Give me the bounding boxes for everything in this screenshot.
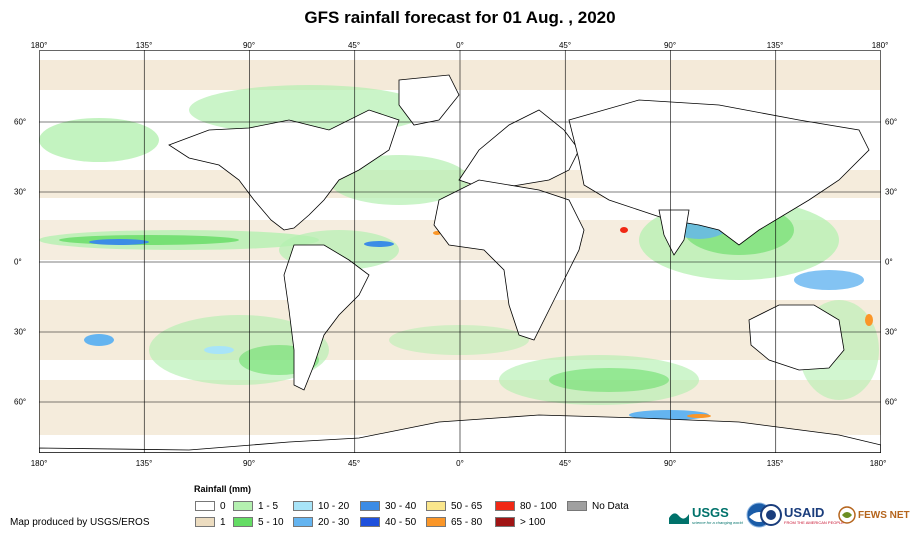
legend-item: 65 - 80 xyxy=(426,516,482,528)
lon-tick-bottom-0: 0° xyxy=(456,459,464,468)
legend-label: No Data xyxy=(592,500,629,512)
legend-label: 20 - 30 xyxy=(318,516,350,528)
lat-tick-right-60s: 60° xyxy=(885,397,898,407)
legend-item: 0 xyxy=(195,500,226,512)
lat-tick-left-30n: 30° xyxy=(14,187,27,197)
usaid-wordmark: USAID xyxy=(784,505,825,520)
legend-item: > 100 xyxy=(495,516,545,528)
legend-swatch xyxy=(495,517,515,527)
fews-net-logo: FEWS NET xyxy=(838,500,910,530)
legend-swatch xyxy=(360,501,380,511)
usgs-wave-icon xyxy=(669,513,689,524)
usaid-logo: USAID FROM THE AMERICAN PEOPLE xyxy=(760,500,844,530)
lat-tick-left-0: 0° xyxy=(14,257,22,267)
legend-label: 0 xyxy=(220,500,226,512)
legend-swatch xyxy=(233,501,253,511)
usaid-seal-icon xyxy=(760,504,782,526)
legend-label: 1 xyxy=(220,516,226,528)
lon-tick-bottom-45w: 45° xyxy=(347,459,361,468)
legend-label: 50 - 65 xyxy=(451,500,483,512)
legend-item: 20 - 30 xyxy=(293,516,349,528)
legend-item: 5 - 10 xyxy=(233,516,284,528)
lat-tick-left-60n: 60° xyxy=(14,117,27,127)
lon-tick-bottom-135w: 135° xyxy=(135,459,153,468)
lat-tick-right-30n: 30° xyxy=(885,187,898,197)
lon-tick-bottom-90w: 90° xyxy=(242,459,256,468)
lon-tick-bottom-90e: 90° xyxy=(663,459,677,468)
lon-tick-top-0: 0° xyxy=(456,41,464,50)
legend-item: 1 xyxy=(195,516,226,528)
legend-item: No Data xyxy=(567,500,629,512)
legend-swatch xyxy=(233,517,253,527)
legend-swatch xyxy=(195,501,215,511)
lon-tick-bottom-45e: 45° xyxy=(558,459,572,468)
legend-item: 80 - 100 xyxy=(495,500,557,512)
lon-tick-top-180w: 180° xyxy=(30,41,48,50)
legend-swatch xyxy=(195,517,215,527)
legend-swatch xyxy=(495,501,515,511)
legend-swatch xyxy=(567,501,587,511)
legend-swatch xyxy=(426,517,446,527)
legend-item: 40 - 50 xyxy=(360,516,416,528)
usgs-logo: USGS science for a changing world xyxy=(668,500,772,530)
graticule xyxy=(39,50,881,453)
usgs-tagline: science for a changing world xyxy=(692,520,743,525)
legend-label: 65 - 80 xyxy=(451,516,483,528)
legend-swatch xyxy=(293,517,313,527)
legend-swatch xyxy=(426,501,446,511)
legend-label: 5 - 10 xyxy=(258,516,284,528)
lon-tick-top-135w: 135° xyxy=(135,41,153,50)
legend-swatch xyxy=(293,501,313,511)
lon-tick-top-90e: 90° xyxy=(663,41,677,50)
legend-label: > 100 xyxy=(520,516,546,528)
rainfall-map xyxy=(39,50,881,453)
legend-label: 30 - 40 xyxy=(385,500,417,512)
map-title: GFS rainfall forecast for 01 Aug. , 2020 xyxy=(304,8,616,27)
lat-tick-right-60n: 60° xyxy=(885,117,898,127)
lat-tick-left-60s: 60° xyxy=(14,397,27,407)
usaid-tagline: FROM THE AMERICAN PEOPLE xyxy=(784,520,844,525)
lon-tick-top-45e: 45° xyxy=(558,41,572,50)
lat-tick-right-30s: 30° xyxy=(885,327,898,337)
lon-tick-top-90w: 90° xyxy=(242,41,256,50)
lon-tick-bottom-180w: 180° xyxy=(30,459,48,468)
legend-item: 10 - 20 xyxy=(293,500,349,512)
usgs-wordmark: USGS xyxy=(692,505,729,520)
lat-tick-right-0: 0° xyxy=(885,257,893,267)
legend-title: Rainfall (mm) xyxy=(194,484,252,494)
lon-tick-bottom-180e: 180° xyxy=(869,459,887,468)
lon-tick-bottom-135e: 135° xyxy=(766,459,784,468)
lat-tick-left-30s: 30° xyxy=(14,327,27,337)
legend-item: 50 - 65 xyxy=(426,500,482,512)
producer-credit: Map produced by USGS/EROS xyxy=(10,517,150,528)
legend-label: 10 - 20 xyxy=(318,500,350,512)
legend-item: 30 - 40 xyxy=(360,500,416,512)
legend-label: 40 - 50 xyxy=(385,516,417,528)
lon-tick-top-135e: 135° xyxy=(766,41,784,50)
legend-label: 80 - 100 xyxy=(520,500,557,512)
legend-swatch xyxy=(360,517,380,527)
fews-net-wordmark: FEWS NET xyxy=(858,509,910,521)
fews-net-globe-icon xyxy=(838,506,856,524)
lon-tick-top-45w: 45° xyxy=(347,41,361,50)
legend-label: 1 - 5 xyxy=(258,500,279,512)
rainfall-map-canvas xyxy=(39,50,881,453)
legend-item: 1 - 5 xyxy=(233,500,278,512)
lon-tick-top-180e: 180° xyxy=(871,41,889,50)
